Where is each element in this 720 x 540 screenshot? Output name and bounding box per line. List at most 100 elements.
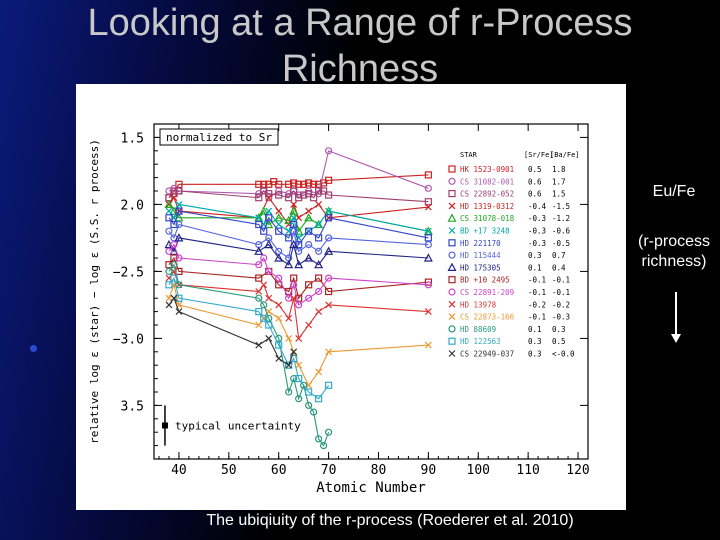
data-point	[170, 194, 178, 202]
legend-entry-value: -0.3	[528, 239, 546, 248]
data-point	[255, 341, 263, 349]
data-point	[305, 401, 313, 409]
legend-entry-value: -0.3	[552, 313, 570, 322]
legend-entry-name: HD 13978	[460, 300, 497, 309]
legend-entry-value: -0.1	[528, 276, 546, 285]
plot-frame	[153, 123, 589, 460]
data-point	[175, 207, 183, 215]
data-point	[275, 274, 283, 282]
data-point	[315, 234, 323, 242]
x-tick-label: 80	[371, 463, 387, 478]
annotation-box	[159, 128, 279, 146]
data-point	[315, 435, 323, 443]
x-tick-label: 50	[221, 463, 237, 478]
data-point	[305, 321, 313, 329]
data-point	[290, 281, 298, 289]
data-point	[448, 337, 456, 345]
legend-entry-name: HD 175305	[460, 263, 501, 272]
data-point	[275, 355, 283, 362]
data-point	[315, 187, 323, 195]
series-line	[168, 243, 429, 306]
data-point	[305, 179, 313, 187]
data-point	[175, 294, 183, 302]
legend-entry-name: BD +10 2495	[460, 276, 510, 285]
data-point	[324, 147, 333, 155]
data-point	[165, 247, 173, 255]
data-point	[274, 253, 284, 262]
series-line	[168, 263, 330, 447]
data-point	[175, 254, 183, 262]
data-point	[424, 184, 432, 192]
data-point	[424, 308, 432, 316]
data-point	[275, 191, 283, 199]
data-point	[170, 254, 178, 262]
legend-entry-value: 0.6	[528, 177, 542, 186]
legend-entry-value: -0.2	[552, 300, 570, 309]
data-point	[260, 281, 268, 289]
data-point	[304, 213, 314, 222]
data-point	[324, 381, 333, 389]
data-point	[165, 267, 173, 275]
data-point	[285, 314, 293, 322]
data-point	[447, 262, 457, 271]
data-point	[265, 214, 273, 222]
data-point	[324, 206, 334, 215]
data-point	[285, 194, 293, 202]
data-point	[300, 180, 308, 188]
data-point	[305, 281, 313, 289]
data-point	[424, 341, 432, 349]
data-point	[305, 241, 313, 249]
x-tick-label: 100	[467, 463, 490, 478]
y-axis-label: relative log ε (star) − log ε (S.S. r pr…	[88, 139, 101, 444]
data-point	[304, 253, 314, 262]
data-point	[285, 234, 293, 242]
data-point	[260, 254, 268, 262]
slide-title: Looking at a Range of r-Process Richness	[87, 2, 633, 90]
data-point	[448, 288, 456, 296]
data-point	[274, 213, 284, 222]
data-point	[423, 253, 433, 262]
data-point	[255, 321, 263, 329]
data-point	[265, 334, 273, 342]
data-point	[295, 294, 303, 302]
data-point	[260, 180, 268, 188]
data-point	[174, 233, 184, 242]
legend-entry-value: 0.3	[528, 350, 542, 359]
data-point	[285, 388, 293, 396]
data-point	[255, 261, 263, 269]
data-point	[424, 198, 432, 206]
x-tick-label: 70	[321, 463, 337, 478]
legend-entry-value: -0.5	[552, 239, 570, 248]
data-point	[305, 227, 313, 235]
data-point	[175, 220, 183, 229]
legend-entry-name: HD 221170	[460, 239, 501, 248]
data-point	[275, 314, 283, 322]
data-point	[448, 313, 456, 321]
abundance-chart: 40 50 60 70 80 90 100 110 120 1.5 2.0 −2.5 −3.0 3.5 At…	[88, 123, 590, 496]
data-point	[285, 180, 293, 188]
data-point	[325, 301, 333, 309]
data-point	[265, 321, 273, 329]
data-point	[265, 294, 273, 302]
legend-entry-value: -0.1	[552, 288, 570, 297]
data-point	[310, 408, 318, 416]
data-point	[314, 219, 324, 229]
data-point	[275, 221, 283, 228]
x-axis-label: Atomic Number	[316, 480, 426, 496]
data-point	[290, 179, 298, 187]
legend-entry-value: <-0.0	[552, 350, 575, 359]
data-point	[448, 189, 456, 198]
data-point	[255, 180, 263, 188]
data-point	[305, 294, 313, 302]
data-point	[424, 278, 432, 286]
data-point	[174, 213, 184, 222]
legend-entry-name: BD +17 3248	[460, 227, 510, 236]
data-point	[325, 207, 333, 215]
legend-entry-value: 1.8	[552, 165, 566, 174]
legend-entry-value: 1.7	[552, 177, 566, 186]
data-point	[315, 221, 323, 228]
data-point	[285, 361, 293, 369]
data-point	[295, 301, 303, 309]
data-point	[324, 234, 333, 242]
x-tick-label: 60	[271, 463, 287, 478]
